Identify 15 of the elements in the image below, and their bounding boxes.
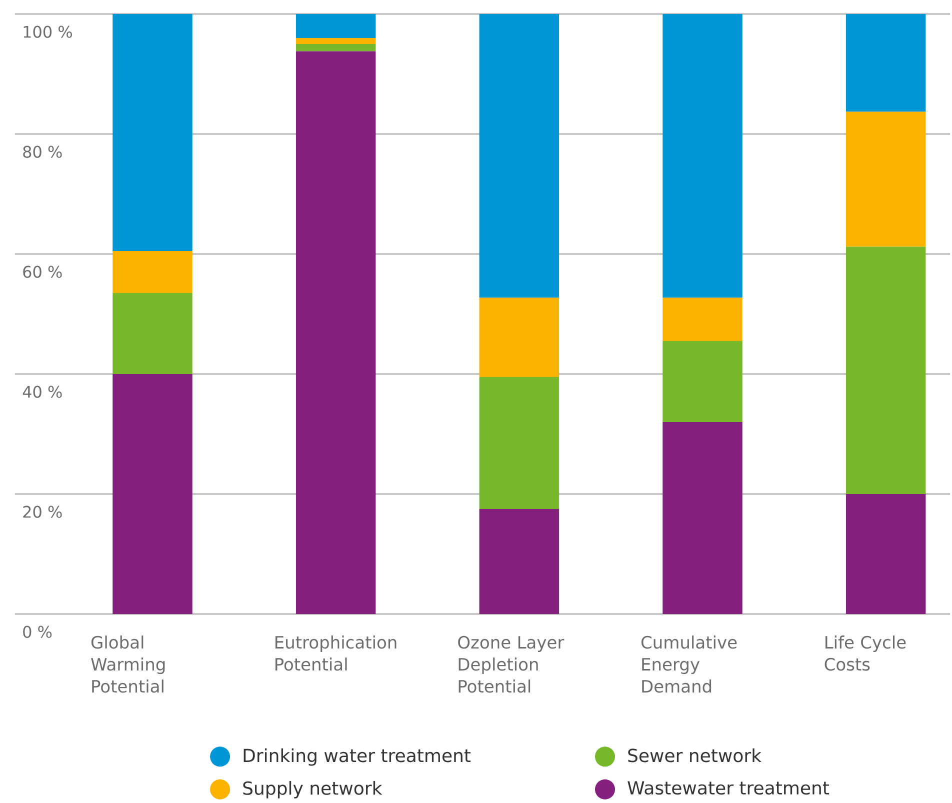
x-tick-label: Ozone Layer Depletion Potential: [458, 636, 564, 693]
y-tick-label: 20 %: [23, 506, 62, 518]
x-tick-label: Global Warming Potential: [91, 636, 165, 693]
y-tick-label: 40 %: [22, 386, 62, 398]
y-tick-label: 0 %: [23, 626, 52, 638]
y-tick-label: 100 %: [24, 26, 72, 38]
legend-label: Supply network: [243, 781, 382, 798]
x-tick-label: Life Cycle Costs: [824, 636, 906, 671]
legend-label: Drinking water treatment: [244, 748, 471, 766]
y-tick-label: 60 %: [23, 266, 62, 278]
legend-label: Sewer network: [628, 748, 762, 762]
x-tick-label: Eutrophication Potential: [275, 636, 396, 671]
y-tick-label: 80 %: [23, 146, 62, 158]
x-tick-label: Cumulative Energy Demand: [641, 636, 737, 693]
legend-label: Wastewater treatment: [628, 781, 830, 795]
